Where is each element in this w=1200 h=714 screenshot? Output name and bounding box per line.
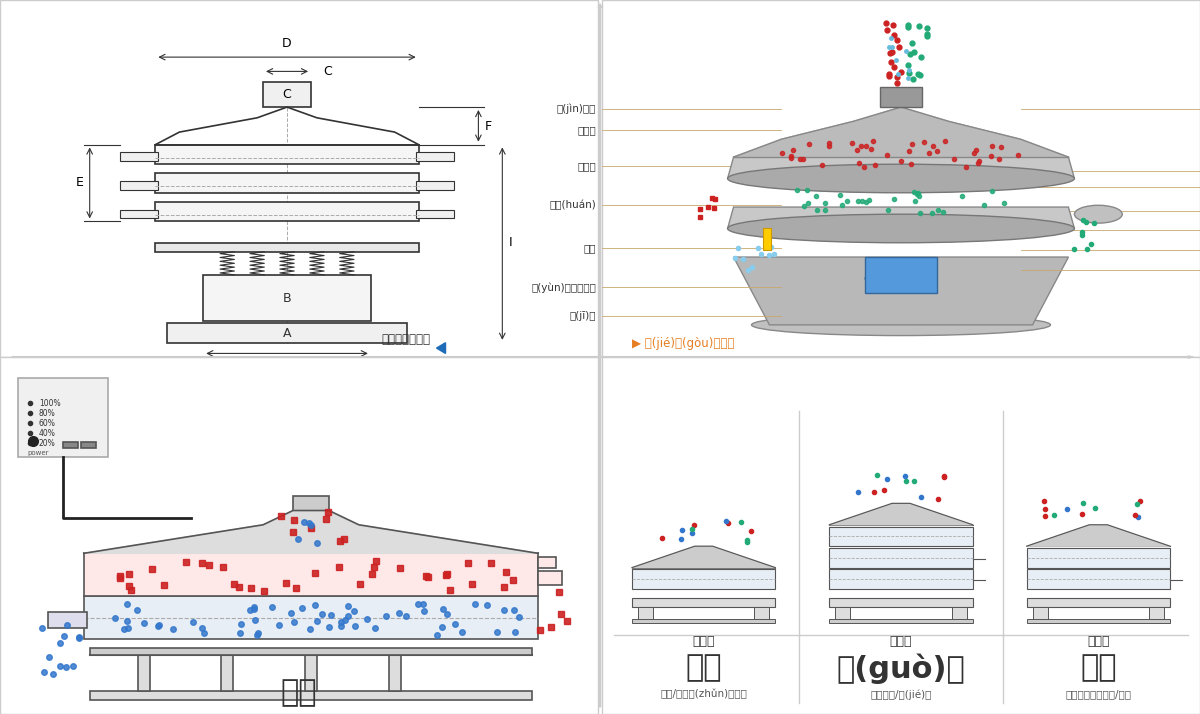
Bar: [829, 570, 973, 589]
Text: 過(guò)濾: 過(guò)濾: [836, 653, 965, 684]
Text: 出料口: 出料口: [577, 161, 596, 171]
Text: 雙層式: 雙層式: [1087, 635, 1110, 648]
Bar: [632, 598, 775, 607]
Bar: [1026, 598, 1170, 607]
Text: power: power: [26, 450, 48, 456]
Polygon shape: [632, 546, 775, 568]
Bar: [880, 88, 922, 107]
Polygon shape: [829, 503, 973, 525]
Text: 40%: 40%: [38, 429, 55, 438]
Bar: [305, 655, 317, 691]
Bar: [62, 441, 78, 448]
Polygon shape: [1026, 525, 1170, 546]
Bar: [1026, 548, 1170, 568]
Polygon shape: [84, 511, 539, 553]
Text: 外形尺寸示意圖: 外形尺寸示意圖: [382, 333, 431, 346]
Text: 三層式: 三層式: [889, 635, 912, 648]
Polygon shape: [733, 257, 1068, 325]
Bar: [539, 571, 562, 585]
Bar: [755, 607, 769, 621]
Bar: [156, 202, 419, 221]
Text: H: H: [282, 359, 292, 372]
Bar: [120, 181, 158, 190]
Text: 單層式: 單層式: [692, 635, 715, 648]
Ellipse shape: [727, 214, 1074, 243]
Bar: [168, 323, 407, 343]
Bar: [1150, 607, 1164, 621]
Bar: [84, 596, 539, 639]
Bar: [539, 557, 556, 568]
Bar: [1026, 570, 1170, 589]
Bar: [84, 553, 539, 596]
Polygon shape: [733, 107, 1068, 157]
Bar: [18, 378, 108, 457]
Text: 機(jī)座: 機(jī)座: [570, 311, 596, 321]
Text: 進(jìn)料口: 進(jìn)料口: [557, 104, 596, 114]
Bar: [835, 607, 850, 621]
Bar: [156, 243, 419, 252]
Bar: [632, 570, 775, 589]
Polygon shape: [727, 157, 1074, 178]
Text: 除雜: 除雜: [1080, 653, 1116, 683]
Text: 顆粒/粉末準(zhǔn)確分級: 顆粒/粉末準(zhǔn)確分級: [660, 689, 748, 699]
Text: C: C: [323, 65, 331, 78]
Bar: [763, 228, 770, 250]
Bar: [638, 607, 653, 621]
Bar: [203, 275, 371, 321]
Bar: [221, 655, 233, 691]
Ellipse shape: [865, 271, 937, 286]
Text: 60%: 60%: [38, 419, 55, 428]
Bar: [156, 173, 419, 193]
Text: 去除異物/結(jié)塊: 去除異物/結(jié)塊: [870, 689, 931, 700]
Text: I: I: [509, 236, 512, 249]
Bar: [138, 655, 150, 691]
Bar: [263, 82, 311, 107]
Text: 100%: 100%: [38, 399, 60, 408]
Bar: [829, 619, 973, 623]
Bar: [156, 144, 419, 164]
Text: 束環(huán): 束環(huán): [550, 200, 596, 211]
Bar: [415, 181, 455, 190]
Text: ▶ 結(jié)構(gòu)示意圖: ▶ 結(jié)構(gòu)示意圖: [632, 337, 734, 350]
Bar: [120, 210, 158, 218]
Text: 20%: 20%: [38, 439, 55, 448]
Bar: [952, 607, 967, 621]
Bar: [1026, 619, 1170, 623]
Bar: [389, 655, 401, 691]
Bar: [415, 210, 455, 218]
Bar: [829, 598, 973, 607]
Polygon shape: [437, 343, 445, 353]
Bar: [1032, 607, 1048, 621]
Ellipse shape: [751, 314, 1050, 336]
Bar: [90, 648, 533, 655]
Text: 去除液體中的顆粒/異物: 去除液體中的顆粒/異物: [1066, 689, 1132, 699]
Bar: [415, 153, 455, 161]
Text: D: D: [282, 37, 292, 50]
Text: 80%: 80%: [38, 409, 55, 418]
Bar: [120, 153, 158, 161]
Bar: [80, 441, 96, 448]
Text: C: C: [283, 88, 292, 101]
Text: 運(yùn)輸固定螺栓: 運(yùn)輸固定螺栓: [532, 282, 596, 293]
Ellipse shape: [1074, 206, 1122, 223]
Text: F: F: [485, 120, 492, 134]
Bar: [632, 619, 775, 623]
Polygon shape: [865, 257, 937, 293]
Bar: [829, 527, 973, 546]
Polygon shape: [727, 207, 1074, 228]
Bar: [90, 691, 533, 700]
Text: A: A: [283, 326, 292, 340]
Text: 防塵蓋: 防塵蓋: [577, 125, 596, 136]
Bar: [829, 548, 973, 568]
Text: 分級: 分級: [281, 678, 317, 707]
Bar: [48, 613, 86, 628]
Text: 分級: 分級: [685, 653, 722, 683]
Text: E: E: [76, 176, 84, 188]
Text: 彈簧: 彈簧: [583, 243, 596, 253]
Text: B: B: [283, 291, 292, 305]
Bar: [293, 496, 329, 511]
Ellipse shape: [727, 164, 1074, 193]
